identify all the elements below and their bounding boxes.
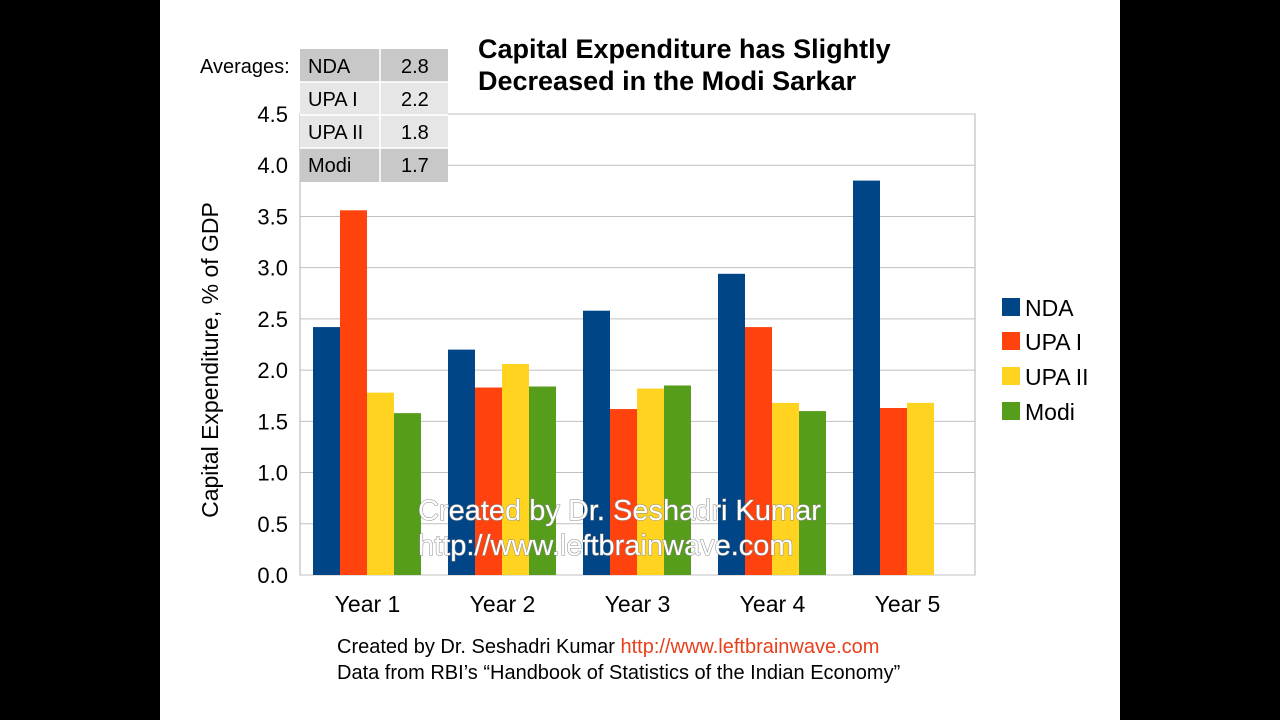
bar-nda-year-3 (583, 310, 610, 575)
y-tick-label: 2.0 (257, 358, 288, 383)
averages-table: NDA 2.8 UPA I 2.2 UPA II 1.8 Modi 1.7 (300, 49, 448, 182)
y-tick-label: 3.5 (257, 204, 288, 229)
averages-cell-bg (300, 115, 380, 148)
bars (313, 180, 934, 576)
x-category-label: Year 4 (740, 591, 806, 617)
y-axis-label: Capital Expenditure, % of GDP (197, 202, 223, 518)
averages-name: UPA II (308, 122, 363, 144)
bar-modi-year-3 (664, 385, 691, 575)
averages-value: 2.2 (401, 89, 429, 111)
x-category-label: Year 5 (875, 591, 941, 617)
bar-upa-i-year-5 (880, 408, 907, 575)
bar-upa-i-year-4 (745, 327, 772, 575)
averages-value: 2.8 (401, 56, 429, 78)
bar-upa-ii-year-1 (367, 392, 394, 575)
footer-credit-link[interactable]: http://www.leftbrainwave.com (620, 636, 879, 658)
averages-cell-bg (380, 115, 448, 148)
chart-title-line-1: Capital Expenditure has Slightly (478, 34, 891, 64)
legend: NDA UPA I UPA II Modi (1002, 295, 1089, 425)
x-category-label: Year 3 (605, 591, 671, 617)
bar-upa-ii-year-3 (637, 388, 664, 575)
y-tick-label: 2.5 (257, 307, 288, 332)
legend-label-modi: Modi (1025, 399, 1075, 425)
footer-credit: Created by Dr. Seshadri Kumar http://www… (337, 636, 879, 658)
bar-upa-ii-year-5 (907, 402, 934, 575)
legend-label-upa-i: UPA I (1025, 329, 1082, 355)
averages-name: Modi (308, 155, 351, 177)
y-tick-label: 0.5 (257, 512, 288, 537)
y-tick-label: 1.5 (257, 409, 288, 434)
bar-modi-year-1 (394, 413, 421, 575)
footer-credit-text: Created by Dr. Seshadri Kumar (337, 636, 615, 658)
chart: Capital Expenditure has Slightly Decreas… (197, 34, 1089, 684)
y-tick-label: 0.0 (257, 563, 288, 588)
footer-source: Data from RBI’s “Handbook of Statistics … (337, 662, 900, 684)
y-axis-ticks: 0.0 0.5 1.0 1.5 2.0 2.5 3.0 3.5 4.0 4.5 (257, 102, 288, 588)
bar-upa-ii-year-2 (502, 363, 529, 575)
y-tick-label: 4.0 (257, 153, 288, 178)
bar-nda-year-2 (448, 349, 475, 575)
averages-cell-bg (380, 49, 448, 82)
bar-nda-year-5 (853, 180, 880, 576)
bar-modi-year-4 (799, 411, 826, 575)
averages-cell-bg (300, 49, 380, 82)
legend-swatch-modi (1002, 402, 1020, 420)
bar-upa-ii-year-4 (772, 402, 799, 575)
x-axis-labels: Year 1 Year 2 Year 3 Year 4 Year 5 (335, 591, 941, 617)
bar-nda-year-1 (313, 327, 340, 575)
legend-label-nda: NDA (1025, 295, 1074, 321)
legend-swatch-upa-ii (1002, 367, 1020, 385)
averages-value: 1.7 (401, 155, 429, 177)
watermark-line-2: http://www.leftbrainwave.com (418, 530, 794, 562)
y-tick-label: 3.0 (257, 256, 288, 281)
averages-value: 1.8 (401, 122, 429, 144)
averages-name: UPA I (308, 89, 358, 111)
bar-modi-year-2 (529, 386, 556, 575)
bar-upa-i-year-3 (610, 409, 637, 575)
x-category-label: Year 2 (470, 591, 536, 617)
y-tick-label: 4.5 (257, 102, 288, 127)
averages-label: Averages: (200, 56, 290, 78)
averages-cell-bg (380, 82, 448, 115)
legend-swatch-upa-i (1002, 332, 1020, 350)
legend-label-upa-ii: UPA II (1025, 364, 1089, 390)
chart-title-line-2: Decreased in the Modi Sarkar (478, 66, 857, 96)
averages-cell-bg (380, 148, 448, 182)
averages-cell-bg (300, 82, 380, 115)
averages-cell-bg (300, 148, 380, 182)
averages-name: NDA (308, 56, 351, 78)
x-category-label: Year 1 (335, 591, 401, 617)
bar-upa-i-year-1 (340, 210, 367, 575)
bar-upa-i-year-2 (475, 387, 502, 575)
y-tick-label: 1.0 (257, 461, 288, 486)
slide: Capital Expenditure has Slightly Decreas… (160, 0, 1120, 720)
watermark-line-1: Created by Dr. Seshadri Kumar (418, 495, 821, 527)
bar-nda-year-4 (718, 273, 745, 575)
legend-swatch-nda (1002, 298, 1020, 316)
